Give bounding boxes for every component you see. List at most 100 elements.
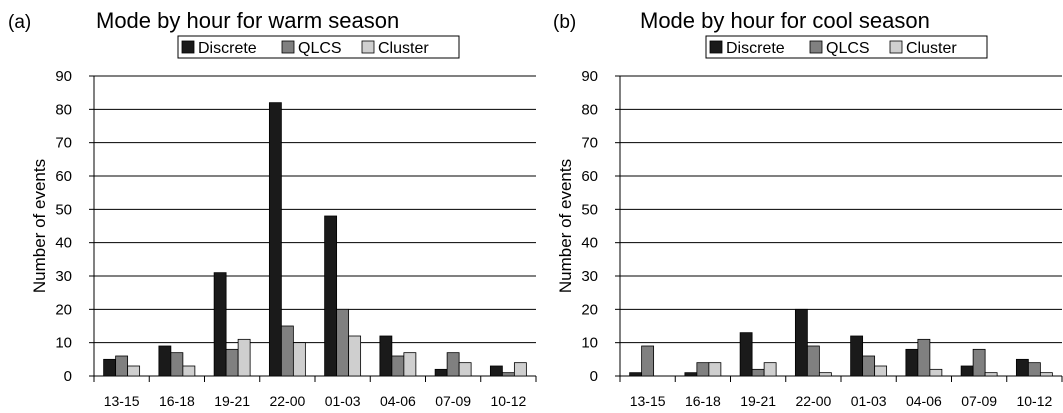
- bar-qlcs-22-00: [806, 345, 820, 377]
- y-tick-label: 40: [581, 235, 598, 252]
- bar-cluster-16-18: [182, 365, 196, 377]
- y-tick-label: 70: [55, 135, 72, 152]
- x-tick-label: 07-09: [961, 393, 997, 409]
- panel-label: (b): [553, 12, 576, 33]
- bar-qlcs-16-18: [170, 352, 184, 377]
- chart-title: Mode by hour for cool season: [640, 8, 930, 33]
- legend-label-qlcs: QLCS: [298, 40, 342, 57]
- legend: Discrete QLCS Cluster: [705, 35, 988, 59]
- y-tick-label: 80: [55, 101, 72, 118]
- bar-qlcs-19-21: [225, 348, 239, 377]
- legend-label-discrete: Discrete: [198, 40, 257, 57]
- bar-cluster-22-00: [292, 342, 306, 377]
- bar-qlcs-19-21: [751, 368, 765, 377]
- bar-discrete-13-15: [103, 358, 117, 377]
- x-tick-label: 13-15: [630, 393, 666, 409]
- panel-label: (a): [8, 12, 31, 33]
- x-tick-label: 16-18: [159, 393, 195, 409]
- bar-discrete-13-15: [629, 372, 643, 377]
- legend-swatch-cluster: [889, 40, 903, 54]
- chart-panel-b: (b) Mode by hour for cool season Discrete Q…: [553, 8, 1063, 409]
- bar-cluster-22-00: [818, 372, 832, 377]
- bar-discrete-07-09: [434, 368, 448, 377]
- y-axis-label: Number of events: [556, 159, 575, 293]
- bar-qlcs-22-00: [280, 325, 294, 377]
- x-tick-label: 07-09: [435, 393, 471, 409]
- bar-qlcs-04-06: [917, 338, 931, 377]
- bar-qlcs-16-18: [696, 362, 710, 377]
- bar-qlcs-07-09: [972, 348, 986, 377]
- y-tick-label: 30: [55, 268, 72, 285]
- x-tick-label: 16-18: [685, 393, 721, 409]
- bar-discrete-22-00: [268, 102, 282, 377]
- bar-discrete-16-18: [684, 372, 698, 377]
- x-tick-label: 22-00: [795, 393, 831, 409]
- x-tick-label: 10-12: [490, 393, 526, 409]
- bar-discrete-01-03: [850, 335, 864, 377]
- x-tick-label: 19-21: [740, 393, 776, 409]
- bar-discrete-10-12: [1015, 358, 1029, 377]
- y-tick-label: 0: [590, 368, 598, 385]
- legend-swatch-discrete: [709, 40, 723, 54]
- legend-box: [705, 35, 988, 59]
- bar-qlcs-04-06: [391, 355, 405, 377]
- y-tick-label: 70: [581, 135, 598, 152]
- bar-cluster-10-12: [513, 362, 527, 377]
- legend-swatch-discrete: [181, 40, 195, 54]
- legend-swatch-cluster: [361, 40, 375, 54]
- bar-discrete-19-21: [739, 332, 753, 377]
- bar-qlcs-01-03: [862, 355, 876, 377]
- bar-cluster-07-09: [458, 362, 472, 377]
- bar-discrete-22-00: [794, 308, 808, 377]
- x-tick-label: 22-00: [269, 393, 305, 409]
- bar-qlcs-10-12: [1027, 362, 1041, 377]
- bar-cluster-16-18: [708, 362, 722, 377]
- bar-qlcs-01-03: [336, 308, 350, 377]
- y-tick-label: 20: [581, 301, 598, 318]
- y-tick-label: 50: [55, 201, 72, 218]
- legend-label-discrete: Discrete: [726, 40, 785, 57]
- x-tick-label: 10-12: [1016, 393, 1052, 409]
- bar-qlcs-07-09: [446, 352, 460, 377]
- bar-cluster-19-21: [763, 362, 777, 377]
- y-tick-label: 80: [581, 101, 598, 118]
- legend: Discrete QLCS Cluster: [177, 35, 460, 59]
- bar-discrete-16-18: [158, 345, 172, 377]
- y-tick-label: 0: [64, 368, 72, 385]
- x-tick-label: 13-15: [104, 393, 140, 409]
- bar-cluster-01-03: [874, 365, 888, 377]
- bar-qlcs-10-12: [501, 372, 515, 377]
- x-tick-label: 01-03: [851, 393, 887, 409]
- y-tick-label: 90: [581, 68, 598, 85]
- bar-cluster-04-06: [403, 352, 417, 377]
- legend-label-qlcs: QLCS: [826, 40, 870, 57]
- bar-discrete-10-12: [489, 365, 503, 377]
- bar-discrete-04-06: [905, 348, 919, 377]
- bar-qlcs-13-15: [115, 355, 129, 377]
- y-axis-label: Number of events: [30, 159, 49, 293]
- bar-qlcs-13-15: [641, 345, 655, 377]
- bar-discrete-07-09: [960, 365, 974, 377]
- bar-cluster-10-12: [1039, 372, 1053, 377]
- y-tick-label: 40: [55, 235, 72, 252]
- bar-cluster-07-09: [984, 372, 998, 377]
- y-tick-label: 30: [581, 268, 598, 285]
- y-tick-label: 90: [55, 68, 72, 85]
- legend-box: [177, 35, 460, 59]
- x-tick-label: 04-06: [380, 393, 416, 409]
- chart-panel-a: (a) Mode by hour for warm season Discrete Q…: [8, 8, 537, 409]
- y-tick-label: 20: [55, 301, 72, 318]
- bar-cluster-19-21: [237, 338, 251, 377]
- bar-discrete-19-21: [213, 272, 227, 377]
- legend-label-cluster: Cluster: [378, 40, 429, 57]
- chart-title: Mode by hour for warm season: [96, 8, 399, 33]
- legend-swatch-qlcs: [281, 40, 295, 54]
- legend-swatch-qlcs: [809, 40, 823, 54]
- y-tick-label: 50: [581, 201, 598, 218]
- bar-cluster-01-03: [348, 335, 362, 377]
- bar-discrete-04-06: [379, 335, 393, 377]
- y-tick-label: 10: [581, 335, 598, 352]
- y-tick-label: 60: [55, 168, 72, 185]
